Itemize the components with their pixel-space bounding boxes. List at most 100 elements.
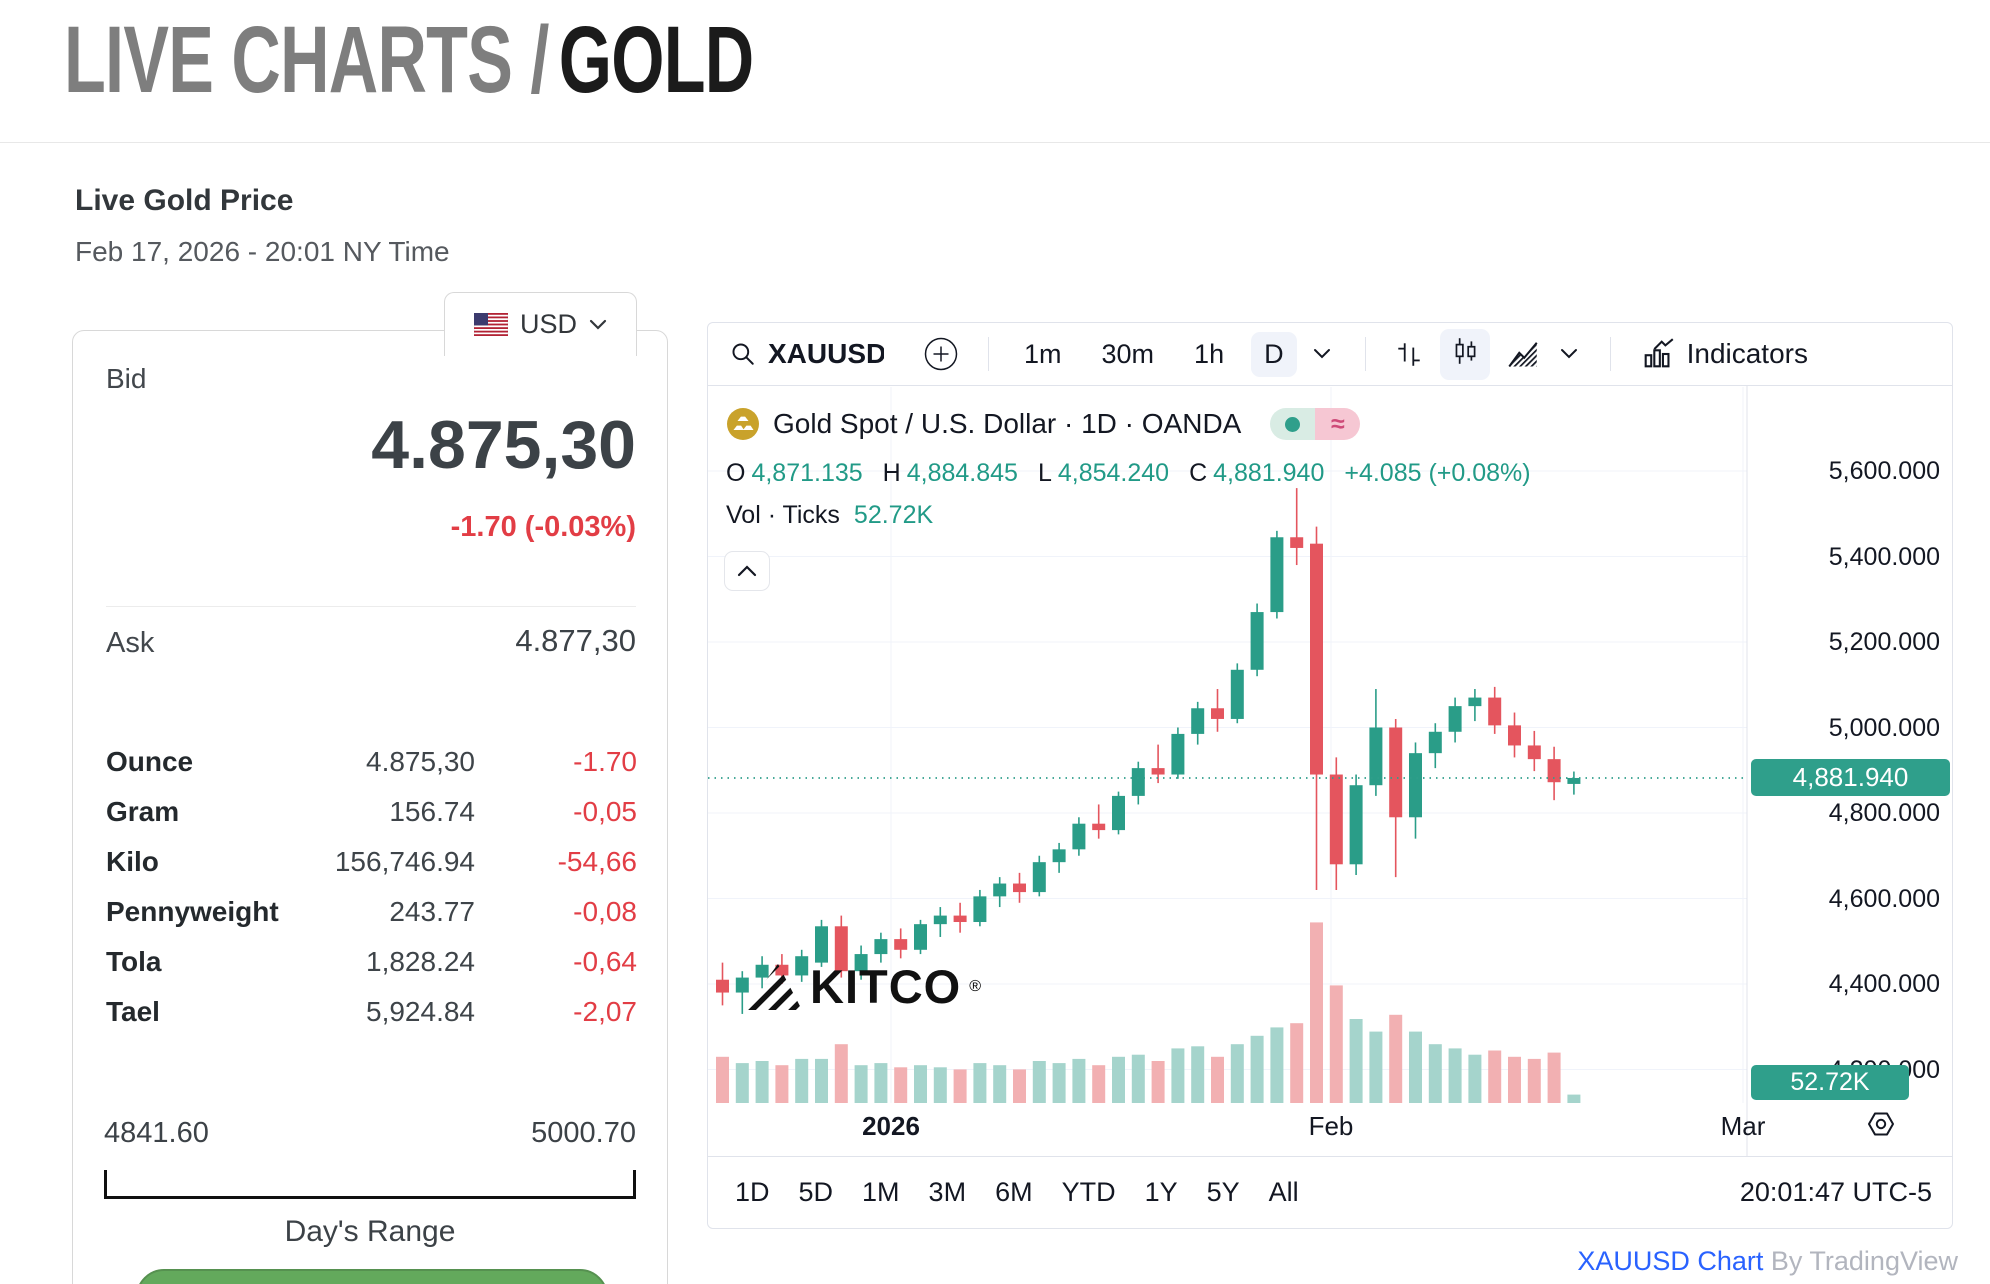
chevron-down-icon	[589, 319, 607, 330]
last-price-tag: 4,881.940	[1751, 759, 1950, 797]
open-value: 4,871.135	[751, 459, 863, 487]
low-label: L	[1037, 459, 1052, 487]
high-value: 4,884.845	[906, 459, 1018, 487]
volume-value: 52.72K	[853, 501, 934, 529]
day-range-high: 5000.70	[531, 1117, 636, 1149]
ask-label: Ask	[106, 627, 155, 659]
units-table: Ounce 4.875,30 -1.70 Gram 156.74 -0,05 Kilo 156…	[73, 746, 667, 1046]
bid-price: 4.875,30	[371, 407, 636, 483]
interval-group: 1m 30m 1h D	[1011, 331, 1297, 377]
attribution-rest: By TradingView	[1763, 1246, 1958, 1276]
range-button-1M[interactable]: 1M	[862, 1177, 900, 1207]
toolbar-divider	[988, 337, 989, 371]
range-button-5D[interactable]: 5D	[798, 1177, 834, 1207]
gold-coin-icon	[727, 408, 759, 440]
style-chevron-icon[interactable]	[1560, 348, 1578, 360]
chart-clock[interactable]: 20:01:47 UTC-5	[1739, 1177, 1932, 1207]
interval-button-D[interactable]: D	[1251, 331, 1297, 377]
axis-settings-gear-icon[interactable]	[1864, 1107, 1898, 1141]
x-axis-label: 2026	[862, 1111, 920, 1141]
day-range-tick-high	[633, 1170, 636, 1196]
attribution-link[interactable]: XAUUSD Chart	[1577, 1246, 1764, 1276]
range-button-1D[interactable]: 1D	[735, 1177, 770, 1207]
range-button-All[interactable]: All	[1268, 1177, 1299, 1207]
unit-row: Gram 156.74 -0,05	[73, 796, 667, 846]
unit-value: 243.77	[389, 896, 475, 927]
y-axis-label: 4,400.000	[1828, 970, 1940, 998]
chevron-up-icon	[737, 565, 757, 577]
registered-mark: ®	[969, 977, 982, 995]
area-style-icon[interactable]	[1506, 339, 1540, 369]
unit-value: 156,746.94	[334, 846, 475, 877]
range-button-3M[interactable]: 3M	[928, 1177, 967, 1207]
chart-legend: Gold Spot / U.S. Dollar · 1D · OANDA ≈ O…	[726, 407, 1545, 530]
volume-label: Vol · Ticks	[726, 501, 840, 529]
unit-label: Tael	[106, 996, 160, 1027]
interval-chevron-icon[interactable]	[1313, 348, 1331, 360]
unit-value: 4.875,30	[366, 746, 475, 777]
day-range-low: 4841.60	[104, 1117, 209, 1149]
interval-button-1m[interactable]: 1m	[1024, 338, 1062, 369]
interval-button-1h[interactable]: 1h	[1194, 338, 1225, 369]
indicators-icon[interactable]	[1641, 338, 1675, 370]
y-axis-label: 5,400.000	[1828, 542, 1940, 571]
y-axis-label: 5,600.000	[1828, 457, 1940, 485]
day-range-bar	[104, 1170, 636, 1199]
ask-price: 4.877,30	[515, 623, 636, 658]
currency-label: USD	[519, 309, 577, 339]
approx-price-icon: ≈	[1315, 408, 1361, 440]
range-button-5Y[interactable]: 5Y	[1206, 1177, 1240, 1207]
buy-gold-button[interactable]	[136, 1269, 608, 1284]
change-value: +4.085 (+0.08%)	[1344, 459, 1531, 487]
range-button-1Y[interactable]: 1Y	[1144, 1177, 1178, 1207]
close-label: C	[1189, 459, 1208, 487]
market-open-dot-icon	[1270, 408, 1316, 440]
x-axis-label: Feb	[1308, 1111, 1354, 1141]
range-button-YTD[interactable]: YTD	[1061, 1177, 1116, 1207]
unit-label: Tola	[106, 946, 162, 977]
kitco-watermark: KITCO ®	[744, 959, 981, 1014]
y-axis-label: 4,800.000	[1828, 799, 1940, 827]
currency-selector[interactable]: USD	[444, 292, 637, 356]
unit-row: Kilo 156,746.94 -54,66	[73, 846, 667, 896]
y-axis-label: 5,000.000	[1828, 713, 1940, 742]
symbol-search[interactable]: XAUUSD	[768, 338, 884, 369]
interval-button-30m[interactable]: 30m	[1101, 338, 1155, 369]
candles-style-icon	[1455, 337, 1476, 364]
unit-row: Tael 5,924.84 -2,07	[73, 996, 667, 1046]
unit-change: -0,08	[573, 896, 637, 927]
range-group: 1D 5D 1M 3M 6M YTD 1Y 5Y All	[735, 1177, 1299, 1208]
bars-style-icon[interactable]	[1394, 339, 1424, 369]
symbol-title[interactable]: Gold Spot / U.S. Dollar · 1D · OANDA	[773, 408, 1242, 439]
unit-change: -1.70	[573, 746, 637, 777]
breadcrumb-live-charts[interactable]: LIVE CHARTS /	[64, 7, 549, 113]
close-value: 4,881.940	[1213, 459, 1325, 487]
volume-row: Vol · Ticks 52.72K	[726, 501, 1545, 530]
unit-label: Ounce	[106, 746, 194, 777]
y-axis-label: 4,600.000	[1828, 884, 1940, 913]
market-status-toggle[interactable]: ≈	[1270, 408, 1361, 440]
unit-row: Ounce 4.875,30 -1.70	[73, 746, 667, 796]
compare-add-icon[interactable]	[922, 335, 960, 373]
us-flag-icon	[473, 313, 508, 336]
range-button-6M[interactable]: 6M	[995, 1177, 1033, 1207]
legend-collapse-button[interactable]	[724, 551, 770, 591]
unit-value: 5,924.84	[366, 996, 475, 1027]
bid-label: Bid	[106, 363, 147, 394]
indicators-button[interactable]: Indicators	[1686, 338, 1808, 369]
kitco-watermark-text: KITCO	[810, 960, 962, 1013]
bid-change: -1.70 (-0.03%)	[450, 511, 636, 543]
chart-canvas[interactable]	[708, 323, 1954, 1230]
chart-card: XAUUSD 1m 30m 1h D	[707, 322, 1953, 1229]
kitco-logo-icon	[744, 963, 802, 1010]
high-label: H	[882, 459, 901, 487]
open-label: O	[726, 459, 746, 487]
low-value: 4,854.240	[1057, 459, 1170, 487]
quote-timestamp: Feb 17, 2026 - 20:01 NY Time	[75, 236, 450, 267]
search-icon[interactable]	[730, 341, 756, 367]
candles-style-button[interactable]	[1439, 328, 1490, 380]
unit-label: Kilo	[106, 846, 159, 877]
toolbar-divider	[1364, 337, 1366, 371]
unit-change: -54,66	[557, 846, 637, 877]
unit-label: Gram	[106, 796, 180, 827]
